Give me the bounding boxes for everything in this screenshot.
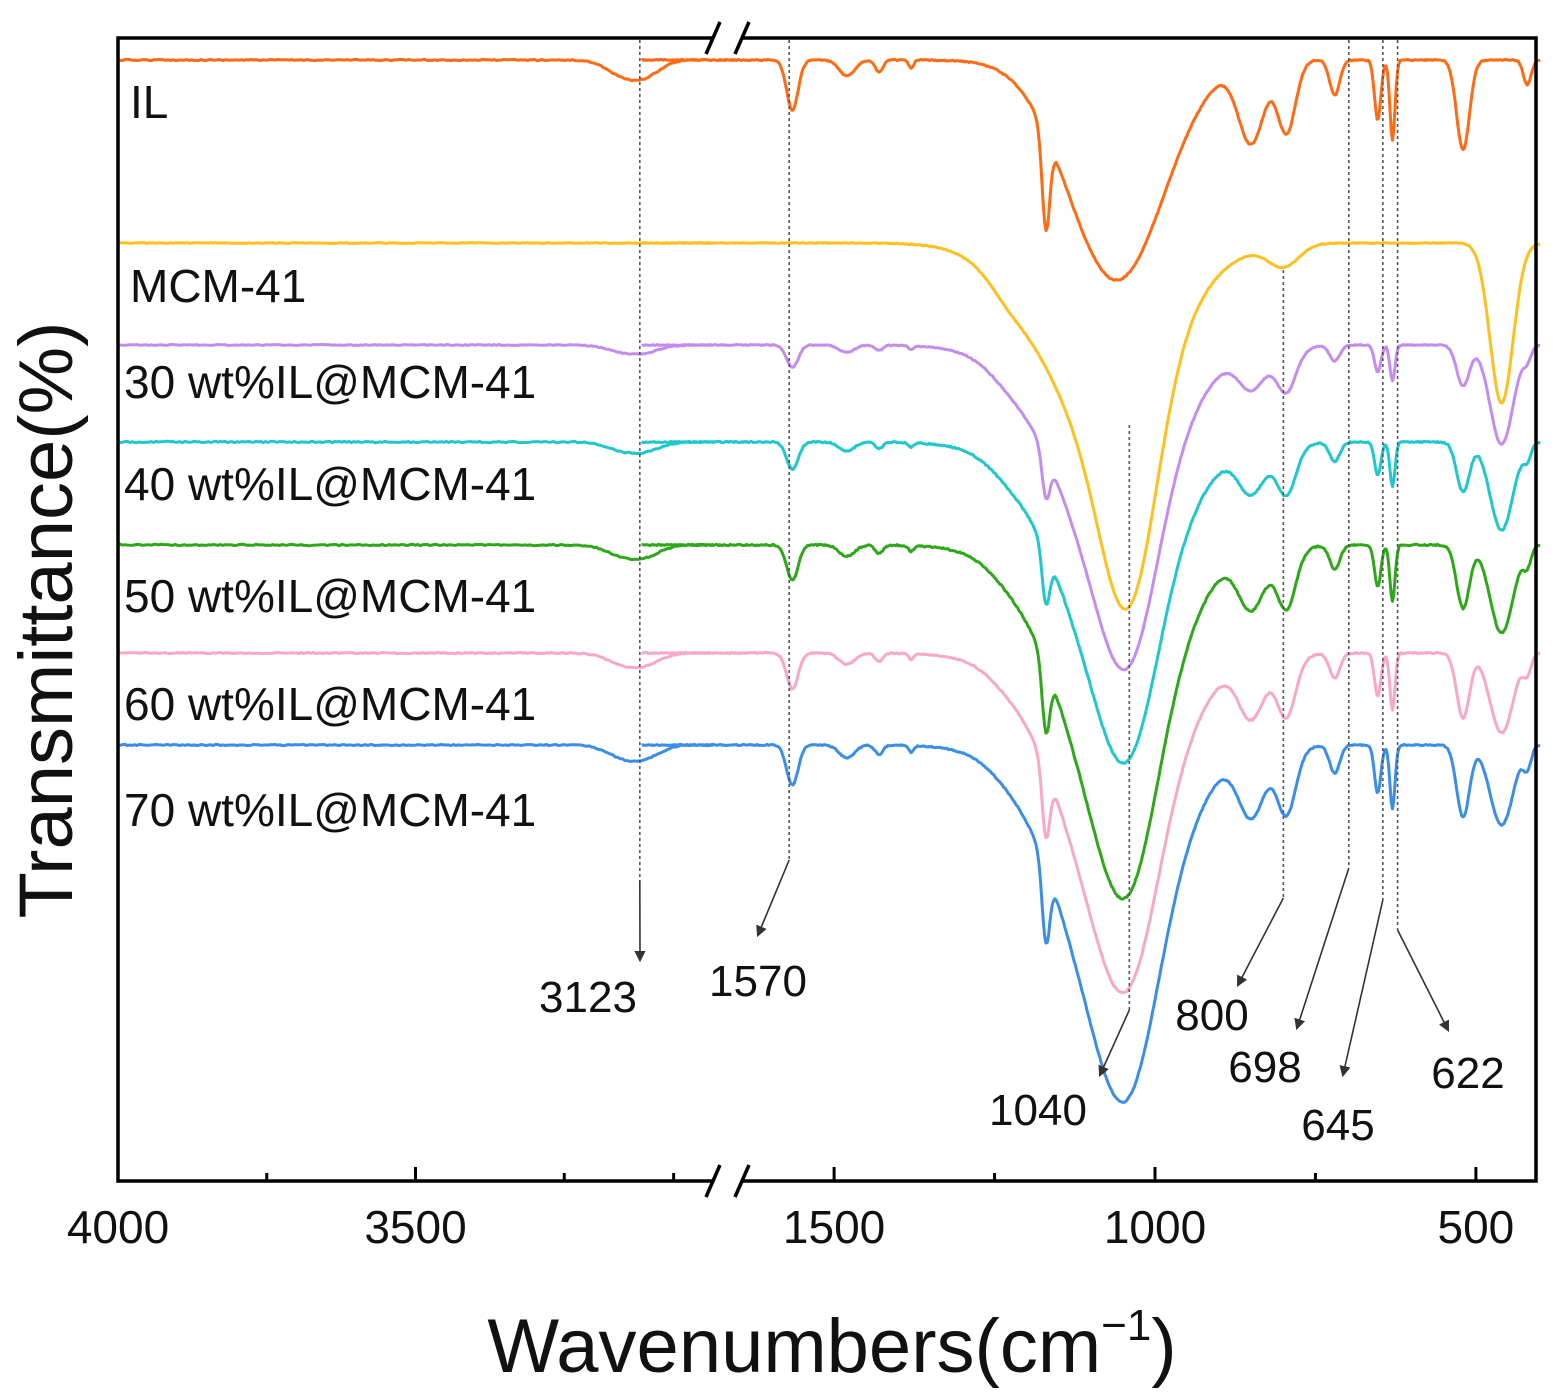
break-gap-bottom [713,1175,742,1187]
series-label: MCM-41 [130,260,306,312]
break-slash-bottom [704,1164,722,1198]
annotation-arrow [1098,1009,1131,1078]
annotation-label: 1040 [989,1086,1087,1135]
series-label: 40 wt%IL@MCM-41 [124,458,536,510]
x-tick-label: 1000 [1104,1201,1206,1253]
break-gap-top [713,32,742,44]
x-tick-label: 3500 [364,1201,466,1253]
x-axis-title-superscript: −1 [1101,1301,1151,1350]
break-slash-top [704,21,722,55]
x-axis-title-close: ) [1151,1304,1176,1389]
annotation-label: 800 [1175,991,1248,1040]
annotation-arrow [1339,899,1384,1078]
annotation-label: 3123 [539,973,637,1022]
annotation-label: 1570 [709,957,807,1006]
series-label: 50 wt%IL@MCM-41 [124,570,536,622]
series-line [117,343,1541,672]
annotation-arrow [1396,929,1450,1033]
x-axis-title: Wavenumbers(cm−1) [487,1301,1176,1389]
series-label: IL [130,76,168,128]
series-label: 60 wt%IL@MCM-41 [124,678,536,730]
annotation-label: 622 [1431,1049,1504,1098]
x-axis-title-main: Wavenumbers(cm [487,1304,1101,1389]
x-tick-label: 1500 [783,1201,885,1253]
plot-area [117,57,1541,1104]
series-line [117,650,1541,994]
annotation-arrow [1236,897,1285,987]
x-tick-label: 4000 [67,1201,169,1253]
series-line [117,57,1541,282]
annotation-label: 645 [1301,1101,1374,1150]
series-labels: IL MCM-41 30 wt%IL@MCM-41 40 wt%IL@MCM-41 50… [124,76,536,836]
annotation-arrow [1294,867,1350,1031]
series-line [117,439,1541,765]
plot-frame [116,36,1538,1183]
series-label: 70 wt%IL@MCM-41 [124,784,536,836]
series-line [117,742,1541,1104]
y-axis-title: Transmittance(%) [4,322,89,919]
series-line [117,241,1541,611]
x-axis-ticks: 4000 3500 1500 1000 500 [67,1167,1514,1253]
series-line [117,542,1541,901]
break-slash-bottom [733,1164,751,1198]
break-slash-top [733,21,751,55]
series-label: 30 wt%IL@MCM-41 [124,356,536,408]
axis-break [704,21,751,1198]
annotation-label: 698 [1228,1043,1301,1092]
x-tick-label: 500 [1438,1201,1515,1253]
annotation-arrow [756,859,790,938]
